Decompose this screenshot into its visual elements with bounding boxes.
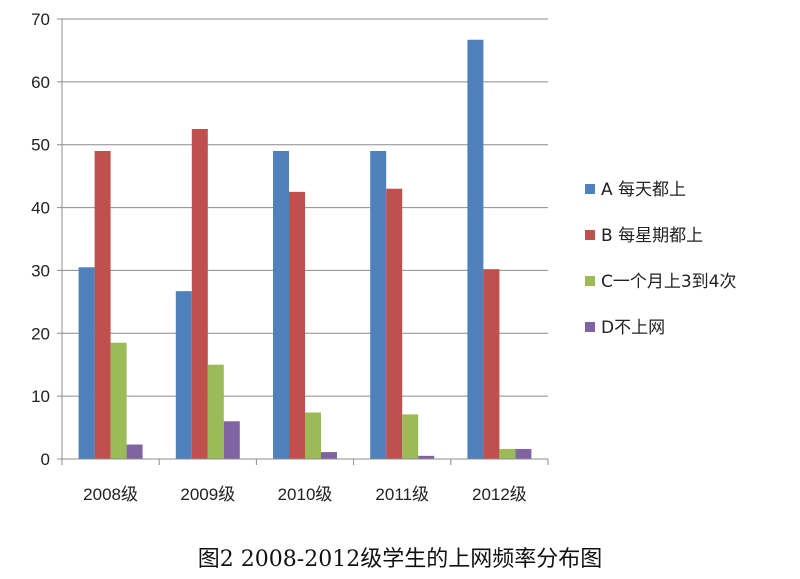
legend-label: B 每星期都上: [601, 226, 703, 246]
legend-swatch: [585, 184, 595, 194]
bar: [402, 414, 419, 459]
bars: [78, 39, 532, 459]
bar: [126, 444, 143, 459]
x-tick-label: 2009级: [180, 485, 235, 504]
legend-label: D不上网: [601, 318, 665, 338]
y-tick-label: 0: [41, 450, 50, 469]
bar: [207, 364, 224, 459]
y-tick-label: 50: [31, 136, 50, 155]
x-tick-label: 2008级: [83, 485, 138, 504]
bar: [386, 188, 403, 459]
bar: [305, 412, 321, 459]
bar: [499, 448, 516, 459]
bar: [483, 269, 500, 459]
figure-caption: 图2 2008-2012级学生的上网频率分布图: [197, 547, 603, 572]
x-tick-label: 2012级: [472, 485, 527, 504]
y-tick-label: 30: [31, 261, 50, 280]
bar: [223, 421, 240, 459]
bar: [191, 129, 208, 459]
bar: [273, 151, 289, 459]
y-tick-label: 60: [31, 73, 50, 92]
axes: 0 10 20 30 40 50 60 70 2008级 2009级 2010级 2011级 2012级: [31, 10, 549, 504]
bar: [370, 151, 387, 459]
bar: [78, 267, 95, 459]
bar-chart: 0 10 20 30 40 50 60 70 2008级 2009级 2010级 2011级 2012级…: [31, 10, 737, 504]
bar: [110, 342, 127, 459]
bar: [175, 291, 192, 459]
legend-swatch: [585, 276, 595, 286]
legend-label: C一个月上3到4次: [601, 272, 737, 292]
legend-label: A 每天都上: [601, 180, 686, 200]
bar: [321, 452, 337, 459]
y-tick-label: 40: [31, 199, 50, 218]
x-tick-label: 2010级: [278, 485, 333, 504]
x-tick-label: 2011级: [375, 485, 429, 504]
y-tick-label: 20: [31, 324, 50, 343]
bar: [289, 191, 305, 459]
bar: [515, 448, 532, 459]
y-tick-label: 70: [31, 10, 50, 29]
legend-swatch: [585, 322, 595, 332]
bar: [418, 455, 435, 459]
bar: [467, 39, 484, 459]
legend-swatch: [585, 230, 595, 240]
legend: A 每天都上 B 每星期都上 C一个月上3到4次 D不上网: [585, 180, 737, 338]
bar: [94, 151, 111, 459]
y-tick-label: 10: [31, 387, 50, 406]
